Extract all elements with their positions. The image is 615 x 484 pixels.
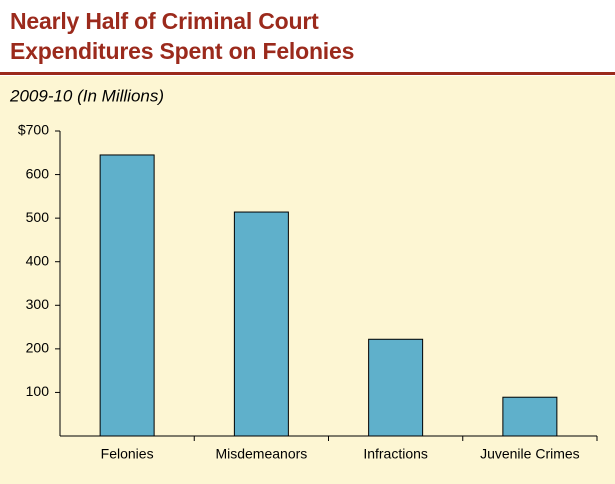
x-tick-label: Felonies [101, 446, 154, 462]
x-tick-label: Juvenile Crimes [480, 446, 580, 462]
y-tick-label: 100 [26, 383, 50, 399]
y-tick-label: $700 [18, 122, 49, 138]
x-tick-label: Infractions [363, 446, 428, 462]
title-rule [0, 72, 615, 75]
bar [502, 396, 558, 437]
bar [233, 211, 289, 437]
y-tick-label: 200 [26, 340, 50, 356]
y-tick-label: 600 [26, 165, 50, 181]
x-tick-label: Misdemeanors [215, 446, 307, 462]
y-tick-label: 300 [26, 296, 50, 312]
chart-title: Nearly Half of Criminal Court Expenditur… [10, 8, 355, 64]
y-tick-label: 500 [26, 209, 50, 225]
bar [368, 338, 424, 437]
bar [99, 154, 155, 437]
chart-subtitle: 2009-10 (In Millions) [9, 86, 164, 105]
y-tick-label: 400 [26, 252, 50, 268]
